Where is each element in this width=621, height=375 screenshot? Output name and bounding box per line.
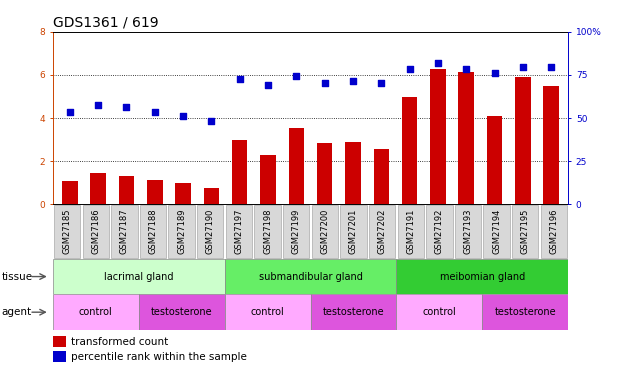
Point xyxy=(518,64,528,70)
Text: transformed count: transformed count xyxy=(71,337,168,347)
Bar xyxy=(345,142,361,204)
Bar xyxy=(310,294,396,330)
Bar xyxy=(396,259,568,294)
Bar xyxy=(515,77,531,204)
Text: GSM27197: GSM27197 xyxy=(234,208,243,254)
Text: GSM27185: GSM27185 xyxy=(63,208,71,254)
Text: testosterone: testosterone xyxy=(494,307,556,317)
Point xyxy=(263,82,273,88)
Text: GSM27194: GSM27194 xyxy=(492,208,501,254)
Text: submandibular gland: submandibular gland xyxy=(258,272,363,282)
Bar xyxy=(397,206,424,258)
Bar xyxy=(312,206,338,258)
Bar xyxy=(225,294,310,330)
Text: control: control xyxy=(251,307,284,317)
Point xyxy=(461,66,471,72)
Bar xyxy=(90,173,106,204)
Bar xyxy=(147,180,163,204)
Point xyxy=(291,73,301,79)
Point xyxy=(348,78,358,84)
Point xyxy=(376,80,386,86)
Bar xyxy=(62,181,78,204)
Text: GSM27196: GSM27196 xyxy=(550,208,558,254)
Text: GSM27187: GSM27187 xyxy=(120,208,129,254)
Point xyxy=(178,113,188,119)
Text: percentile rank within the sample: percentile rank within the sample xyxy=(71,351,247,361)
Point xyxy=(122,104,132,110)
Bar xyxy=(225,259,396,294)
Bar xyxy=(487,116,502,204)
Bar xyxy=(426,206,453,258)
Bar xyxy=(402,97,417,204)
Bar xyxy=(340,206,366,258)
Text: testosterone: testosterone xyxy=(151,307,212,317)
Text: control: control xyxy=(422,307,456,317)
Text: GSM27188: GSM27188 xyxy=(148,208,158,254)
Text: tissue: tissue xyxy=(1,272,32,282)
Bar xyxy=(53,351,66,362)
Text: GSM27199: GSM27199 xyxy=(292,208,301,254)
Bar xyxy=(53,259,225,294)
Bar xyxy=(83,206,109,258)
Text: testosterone: testosterone xyxy=(323,307,384,317)
Bar xyxy=(53,336,66,347)
Bar xyxy=(204,188,219,204)
Bar xyxy=(260,155,276,204)
Text: GSM27202: GSM27202 xyxy=(378,208,387,254)
Bar xyxy=(317,143,332,204)
Bar xyxy=(140,206,166,258)
Text: GSM27193: GSM27193 xyxy=(463,208,473,254)
Text: meibomian gland: meibomian gland xyxy=(440,272,525,282)
Point xyxy=(93,102,103,108)
Point xyxy=(206,118,216,124)
Text: agent: agent xyxy=(1,307,32,317)
Bar xyxy=(175,183,191,204)
Text: GSM27191: GSM27191 xyxy=(406,208,415,254)
Bar xyxy=(430,69,446,204)
Text: lacrimal gland: lacrimal gland xyxy=(104,272,173,282)
Text: GSM27195: GSM27195 xyxy=(521,208,530,254)
Bar xyxy=(197,206,224,258)
Bar xyxy=(512,206,538,258)
Point xyxy=(150,109,160,115)
Bar xyxy=(111,206,137,258)
Bar xyxy=(226,206,252,258)
Text: GSM27190: GSM27190 xyxy=(206,208,215,254)
Bar xyxy=(232,140,248,204)
Point xyxy=(235,76,245,82)
Text: control: control xyxy=(79,307,112,317)
Bar xyxy=(458,72,474,204)
Bar xyxy=(543,86,559,204)
Text: GSM27189: GSM27189 xyxy=(177,208,186,254)
Text: GSM27201: GSM27201 xyxy=(349,208,358,254)
Bar xyxy=(53,294,138,330)
Bar xyxy=(255,206,281,258)
Bar xyxy=(138,294,225,330)
Bar xyxy=(396,294,483,330)
Bar xyxy=(483,294,568,330)
Text: GSM27198: GSM27198 xyxy=(263,208,272,254)
Point xyxy=(489,70,499,76)
Bar xyxy=(119,176,134,204)
Point xyxy=(320,80,330,86)
Bar xyxy=(289,128,304,204)
Point xyxy=(433,60,443,66)
Bar xyxy=(541,206,567,258)
Point xyxy=(65,109,75,115)
Point xyxy=(405,66,415,72)
Text: GDS1361 / 619: GDS1361 / 619 xyxy=(53,16,158,30)
Bar xyxy=(484,206,510,258)
Text: GSM27200: GSM27200 xyxy=(320,208,329,254)
Bar xyxy=(54,206,80,258)
Bar xyxy=(168,206,195,258)
Text: GSM27192: GSM27192 xyxy=(435,208,444,254)
Bar xyxy=(373,149,389,204)
Bar xyxy=(455,206,481,258)
Text: GSM27186: GSM27186 xyxy=(91,208,100,254)
Point xyxy=(546,64,556,70)
Bar xyxy=(283,206,309,258)
Bar xyxy=(369,206,395,258)
